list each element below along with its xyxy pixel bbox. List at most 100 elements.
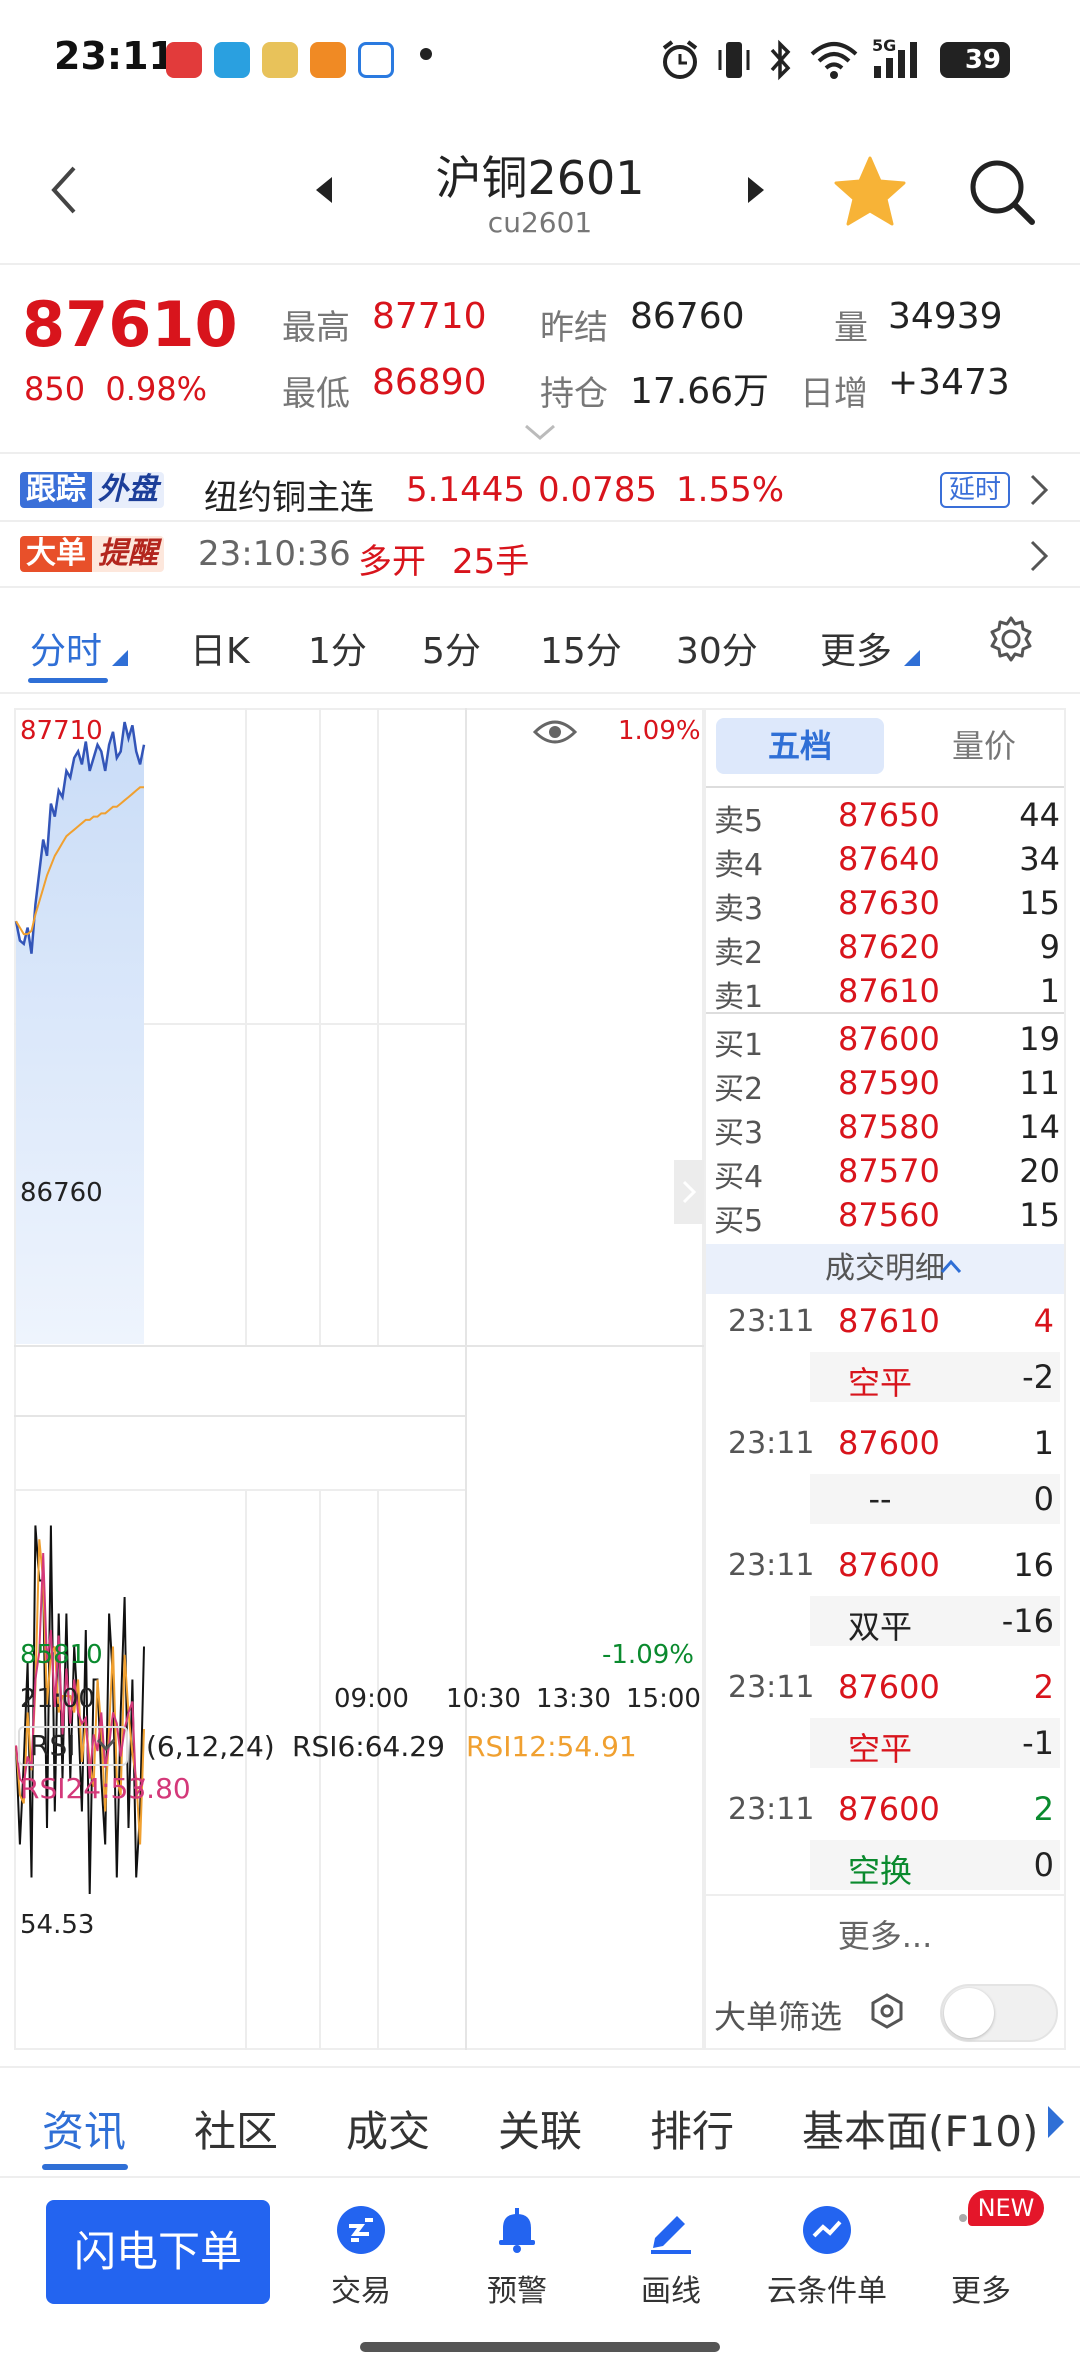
divider: [0, 586, 1080, 588]
time-label: 13:30: [536, 1684, 611, 1714]
trade-time: 23:11: [728, 1792, 815, 1827]
tab-30min[interactable]: 30分: [676, 631, 758, 672]
indicator-select[interactable]: RSI: [18, 1726, 128, 1766]
tab-fundamentals[interactable]: 基本面(F10): [802, 2107, 1039, 2156]
app-notification-icon: [262, 42, 298, 78]
trade-volume: 4: [1033, 1302, 1054, 1340]
more-notifications-icon: [420, 48, 432, 60]
trade-button[interactable]: 交易: [296, 2204, 426, 2314]
trade-detail-header[interactable]: 成交明细: [706, 1244, 1064, 1294]
chevron-up-icon: [940, 1259, 962, 1274]
expand-quote-chevron-icon[interactable]: [520, 422, 560, 442]
trade-time: 23:11: [728, 1426, 815, 1461]
search-icon[interactable]: [966, 156, 1038, 228]
trade-action: 空平 -2: [810, 1352, 1060, 1402]
track-chevron-right-icon[interactable]: [1028, 472, 1050, 508]
next-contract-button[interactable]: [744, 175, 768, 205]
tab-related[interactable]: 关联: [498, 2107, 583, 2156]
tab-volume-price[interactable]: 量价: [951, 727, 1016, 765]
track-change: 0.0785: [538, 470, 657, 510]
tab-community[interactable]: 社区: [194, 2107, 279, 2156]
chart-price-mid: 86760: [20, 1178, 103, 1208]
tab-15min[interactable]: 15分: [540, 631, 622, 672]
tab-five-levels[interactable]: 五档: [716, 718, 884, 774]
rsi12-value: RSI12:54.91: [466, 1730, 637, 1763]
tab-more[interactable]: 更多: [820, 631, 893, 672]
alert-label: 预警: [487, 2274, 547, 2309]
scroll-right-icon[interactable]: [1046, 2104, 1066, 2140]
prev-settle-value: 86760: [630, 296, 745, 337]
back-button[interactable]: [40, 160, 90, 220]
trade-time: 23:11: [728, 1670, 815, 1705]
track-tag-label: 跟踪: [20, 472, 92, 508]
filter-settings-icon[interactable]: [868, 1992, 906, 2030]
alert-lots: 25手: [452, 542, 530, 582]
trade-volume: 16: [1013, 1546, 1054, 1584]
rsi6-value: RSI6:64.29: [292, 1730, 445, 1763]
ask-row: 卖5 87650 44: [714, 796, 1060, 839]
favorite-star-icon[interactable]: [832, 154, 908, 230]
rsi-lines: [15, 1525, 145, 1895]
eye-icon[interactable]: [532, 714, 578, 750]
ask-row: 卖2 87620 9: [714, 928, 1060, 971]
trade-price: 87600: [838, 1424, 940, 1462]
rsi-line: [15, 1525, 145, 1895]
active-tab-underline: [28, 678, 108, 683]
page-title: 沪铜2601: [435, 151, 645, 205]
tab-news[interactable]: 资讯: [42, 2107, 127, 2156]
track-change-percent: 1.55%: [676, 470, 785, 510]
chart-price-bottom: 85810: [20, 1640, 103, 1670]
cloud-condition-order-label: 云条件单: [767, 2274, 887, 2309]
status-bar: 23:11 5G 39: [0, 0, 1080, 120]
settings-gear-icon[interactable]: [986, 614, 1036, 664]
ask-row: 卖4 87640 34: [714, 840, 1060, 883]
chart-pct-top: 1.09%: [618, 716, 701, 746]
alert-button[interactable]: 预警: [452, 2204, 582, 2314]
tab-trades[interactable]: 成交: [346, 2107, 431, 2156]
pen-icon: [651, 2216, 691, 2254]
cloud-condition-order-button[interactable]: 云条件单: [760, 2204, 894, 2314]
trade-action: 双平 -16: [810, 1596, 1060, 1646]
more-trades-button[interactable]: 更多...: [706, 1894, 1064, 1976]
track-instrument-name[interactable]: 纽约铜主连: [204, 478, 374, 518]
overseas-tag-label: 外盘: [92, 472, 164, 508]
draw-line-label: 画线: [641, 2274, 701, 2309]
home-indicator[interactable]: [360, 2342, 720, 2352]
intraday-chart[interactable]: [14, 708, 704, 2050]
chart-pct-bottom: -1.09%: [602, 1640, 694, 1670]
low-value: 86890: [372, 362, 487, 403]
trade-label: 交易: [331, 2274, 391, 2309]
collapse-panel-handle[interactable]: [674, 1160, 704, 1224]
alert-chevron-right-icon[interactable]: [1028, 538, 1050, 574]
bid-row: 买4 87570 20: [714, 1152, 1060, 1195]
trade-time: 23:11: [728, 1304, 815, 1339]
divider: [0, 520, 1080, 522]
more-button[interactable]: 更多: [916, 2204, 1046, 2314]
trade-price: 87600: [838, 1668, 940, 1706]
big-order-tag: 大单 提醒: [20, 536, 164, 572]
divider: [0, 692, 1080, 694]
big-order-tag-label: 大单: [20, 536, 92, 572]
tab-daily-k[interactable]: 日K: [190, 631, 250, 672]
draw-line-button[interactable]: 画线: [606, 2204, 736, 2314]
cloud-chart-icon: [803, 2206, 851, 2254]
prev-contract-button[interactable]: [312, 175, 336, 205]
tab-1min[interactable]: 1分: [308, 631, 367, 672]
tab-ranking[interactable]: 排行: [650, 2107, 735, 2156]
rsi-line: [15, 1552, 145, 1798]
tab-intraday[interactable]: 分时: [30, 631, 103, 672]
flash-order-button[interactable]: 闪电下单: [46, 2200, 270, 2304]
tab-5min[interactable]: 5分: [422, 631, 481, 672]
more-label: 更多: [951, 2274, 1011, 2309]
chart-grid: [14, 708, 704, 2050]
order-book-panel: [704, 708, 1066, 2050]
new-badge: NEW: [968, 2190, 1044, 2226]
open-interest-label: 持仓: [540, 374, 608, 414]
alert-tag-label: 提醒: [92, 536, 164, 572]
more-dropdown-icon: [904, 650, 920, 666]
status-time: 23:11: [54, 34, 175, 78]
last-price: 87610: [22, 288, 238, 361]
alert-time: 23:10:36: [198, 534, 351, 574]
track-tag: 跟踪 外盘: [20, 472, 164, 508]
volume-label: 量: [834, 308, 868, 348]
